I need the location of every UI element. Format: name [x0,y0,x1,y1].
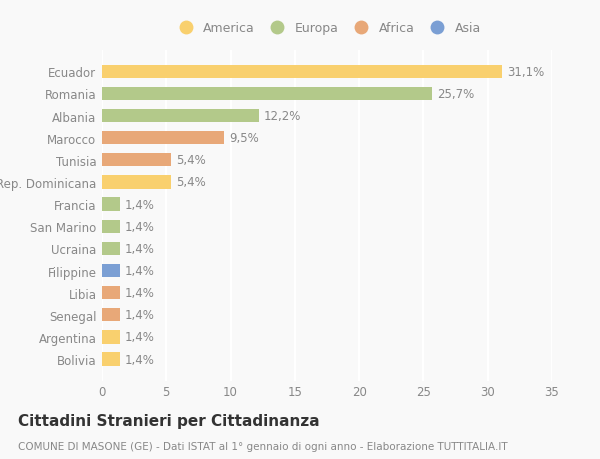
Bar [102,176,172,189]
Bar [102,220,120,234]
Bar [102,286,120,300]
Text: 1,4%: 1,4% [125,353,155,366]
Text: 1,4%: 1,4% [125,264,155,277]
Text: 1,4%: 1,4% [125,308,155,322]
Bar [102,66,502,79]
Legend: America, Europa, Africa, Asia: America, Europa, Africa, Asia [170,20,484,38]
Bar [102,242,120,256]
Text: 5,4%: 5,4% [176,176,206,189]
Bar [102,88,433,101]
Bar [102,198,120,211]
Text: 31,1%: 31,1% [507,66,544,78]
Text: 12,2%: 12,2% [264,110,301,123]
Text: 1,4%: 1,4% [125,198,155,211]
Text: 25,7%: 25,7% [437,88,475,101]
Bar [102,110,259,123]
Bar [102,154,172,167]
Text: 1,4%: 1,4% [125,331,155,344]
Text: 9,5%: 9,5% [229,132,259,145]
Bar [102,308,120,322]
Bar [102,264,120,278]
Bar [102,330,120,344]
Text: 5,4%: 5,4% [176,154,206,167]
Text: 1,4%: 1,4% [125,286,155,300]
Bar [102,132,224,145]
Text: 1,4%: 1,4% [125,242,155,255]
Bar [102,353,120,366]
Text: Cittadini Stranieri per Cittadinanza: Cittadini Stranieri per Cittadinanza [18,413,320,428]
Text: 1,4%: 1,4% [125,220,155,233]
Text: COMUNE DI MASONE (GE) - Dati ISTAT al 1° gennaio di ogni anno - Elaborazione TUT: COMUNE DI MASONE (GE) - Dati ISTAT al 1°… [18,441,508,451]
